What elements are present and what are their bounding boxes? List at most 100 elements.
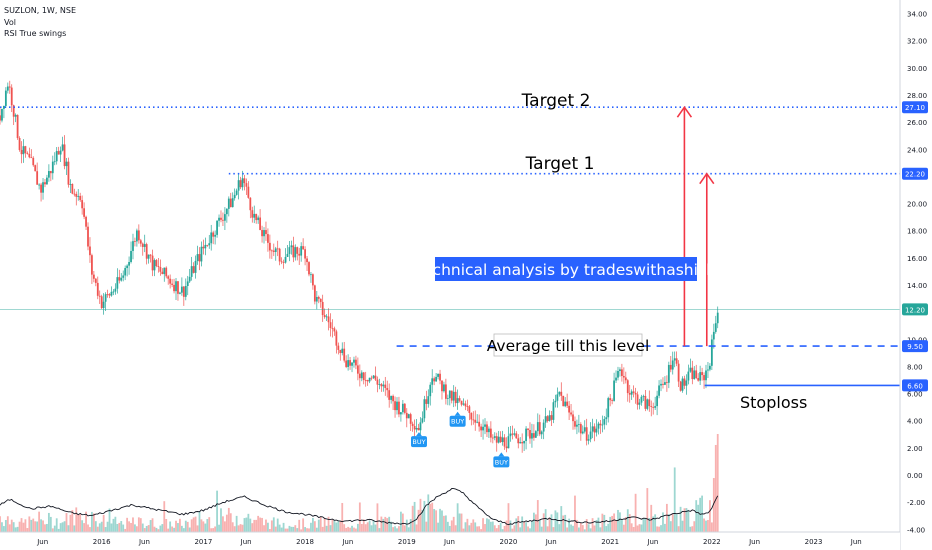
- candle-body: [519, 442, 522, 444]
- volume-bar: [707, 520, 709, 532]
- time-axis-tick: Jun: [341, 538, 353, 546]
- volume-bar: [415, 524, 418, 532]
- volume-bar: [255, 519, 258, 532]
- candle-body: [562, 395, 565, 407]
- volume-bar: [527, 526, 529, 532]
- candle-body: [141, 243, 144, 247]
- target1-label: Target 1: [525, 154, 595, 174]
- candle-body: [360, 372, 363, 379]
- volume-bar: [507, 503, 510, 532]
- candle-body: [282, 261, 285, 263]
- candle-body: [169, 278, 172, 284]
- candle-body: [308, 262, 310, 275]
- candle-body: [427, 396, 430, 404]
- time-axis[interactable]: Jun 2016 Jun 2017 Jun 2018 Jun 2019 Jun 2020 Jun 20…: [0, 531, 900, 550]
- candle-body: [134, 241, 136, 242]
- volume-bar: [345, 527, 348, 532]
- candle-body: [268, 242, 271, 251]
- analysis-banner: [435, 257, 697, 281]
- candle-body: [497, 436, 500, 443]
- volume-bar: [446, 521, 449, 532]
- buy-badge: [410, 436, 427, 448]
- time-axis-tick: Jun: [646, 538, 658, 546]
- volume-bar: [83, 523, 85, 532]
- candle-body: [583, 427, 586, 432]
- candle-body: [83, 208, 85, 217]
- candle-body: [443, 384, 445, 392]
- rsi-path: [0, 488, 719, 526]
- volume-bar: [63, 521, 66, 532]
- volume-bar: [167, 528, 170, 532]
- candle-body: [572, 414, 574, 422]
- volume-bar: [693, 521, 696, 532]
- candle-body: [607, 398, 610, 418]
- volume-bar: [216, 490, 218, 532]
- volume-bar: [587, 524, 590, 532]
- price-axis-tick: 32.00: [907, 38, 927, 46]
- candle-body: [40, 184, 42, 193]
- candle-body: [200, 246, 203, 262]
- buy-badge-text: BUY: [495, 458, 508, 466]
- volume-bar: [362, 519, 365, 532]
- candle-body: [470, 412, 473, 420]
- candle-body: [626, 380, 629, 394]
- candle-body: [139, 240, 142, 244]
- candle-body: [81, 200, 84, 209]
- candle-body: [233, 194, 236, 199]
- candle-body: [341, 348, 344, 354]
- volume-bar: [443, 515, 445, 532]
- volume-bar: [572, 525, 574, 532]
- candle-body: [296, 247, 299, 254]
- candle-body: [568, 405, 571, 413]
- volume-bar: [337, 520, 340, 532]
- candle-body: [450, 390, 453, 401]
- candle-body: [313, 285, 316, 302]
- candle-body: [73, 193, 76, 195]
- candle-body: [1, 108, 3, 121]
- price-axis[interactable]: 34.0032.0030.0028.0026.0024.0022.0020.00…: [899, 0, 932, 550]
- candle-body: [712, 331, 715, 340]
- volume-bar: [59, 523, 62, 532]
- volume-bar: [368, 520, 371, 532]
- volume-bar: [253, 519, 256, 532]
- candle-body: [116, 277, 119, 289]
- volume-bar: [157, 529, 160, 532]
- volume-bar: [53, 525, 56, 532]
- volume-bar: [102, 514, 105, 532]
- candle-body: [335, 331, 338, 346]
- symbol-header: SUZLON, 1W, NSE: [4, 6, 77, 15]
- volume-bar: [100, 521, 103, 532]
- volume-bar: [619, 512, 621, 532]
- candle-body: [619, 369, 621, 371]
- candle-body: [49, 171, 52, 174]
- candle-body: [175, 281, 177, 292]
- volume-bar: [310, 522, 312, 532]
- volume-bars: [0, 434, 719, 532]
- volume-bar: [351, 525, 353, 532]
- volume-bar: [454, 525, 457, 532]
- volume-bar: [356, 523, 359, 532]
- candle-body: [665, 382, 668, 383]
- volume-bar: [624, 517, 627, 532]
- volume-bar: [425, 521, 428, 532]
- candle-body: [403, 403, 406, 413]
- candle-body: [544, 416, 547, 423]
- candle-body: [622, 375, 625, 378]
- rsi-line: [0, 488, 719, 526]
- buy-badge-pointer: [415, 432, 422, 437]
- volume-bar: [689, 526, 692, 532]
- candle-body: [431, 378, 434, 385]
- volume-bar: [8, 524, 11, 532]
- candle-body: [581, 431, 584, 434]
- candle-body: [6, 86, 9, 91]
- candle-body: [705, 370, 707, 381]
- candle-body: [14, 114, 17, 117]
- volume-bar: [87, 524, 89, 532]
- volume-bar: [468, 525, 471, 532]
- volume-bar: [139, 518, 142, 532]
- volume-bar: [665, 503, 668, 532]
- candle-body: [292, 245, 295, 258]
- volume-bar: [218, 524, 220, 532]
- candle-body: [679, 381, 682, 391]
